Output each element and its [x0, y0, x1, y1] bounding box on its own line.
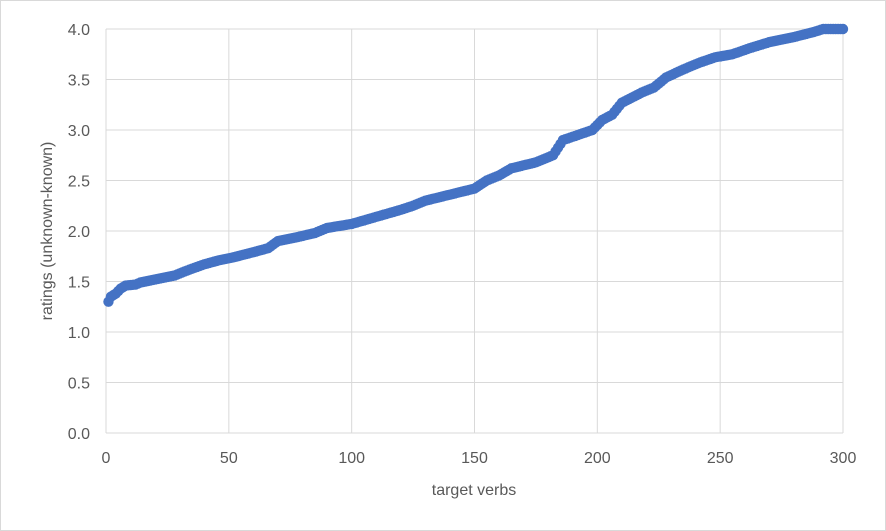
y-tick-label: 2.5: [68, 174, 90, 191]
y-axis-title: ratings (unknown-known): [39, 142, 56, 321]
y-tick-label: 3.5: [68, 73, 90, 90]
y-tick-label: 0.0: [68, 426, 90, 443]
y-tick-label: 0.5: [68, 376, 90, 393]
x-tick-label: 50: [220, 450, 238, 467]
x-tick-label: 250: [707, 450, 734, 467]
y-tick-label: 1.0: [68, 325, 90, 342]
y-tick-label: 3.0: [68, 123, 90, 140]
y-tick-label: 2.0: [68, 224, 90, 241]
x-tick-label: 0: [102, 450, 111, 467]
data-points: [103, 23, 849, 307]
x-tick-label: 300: [830, 450, 857, 467]
y-tick-label: 1.5: [68, 275, 90, 292]
y-tick-label: 4.0: [68, 22, 90, 39]
x-tick-label: 100: [338, 450, 365, 467]
x-tick-labels: 0 50 100 150 200 250 300: [102, 450, 857, 467]
x-tick-label: 200: [584, 450, 611, 467]
x-tick-label: 150: [461, 450, 488, 467]
x-axis-title: target verbs: [432, 482, 516, 499]
grid-lines: [105, 28, 844, 434]
data-point: [837, 23, 849, 35]
y-tick-labels: 0.0 0.5 1.0 1.5 2.0 2.5 3.0 3.5 4.0: [68, 22, 90, 443]
